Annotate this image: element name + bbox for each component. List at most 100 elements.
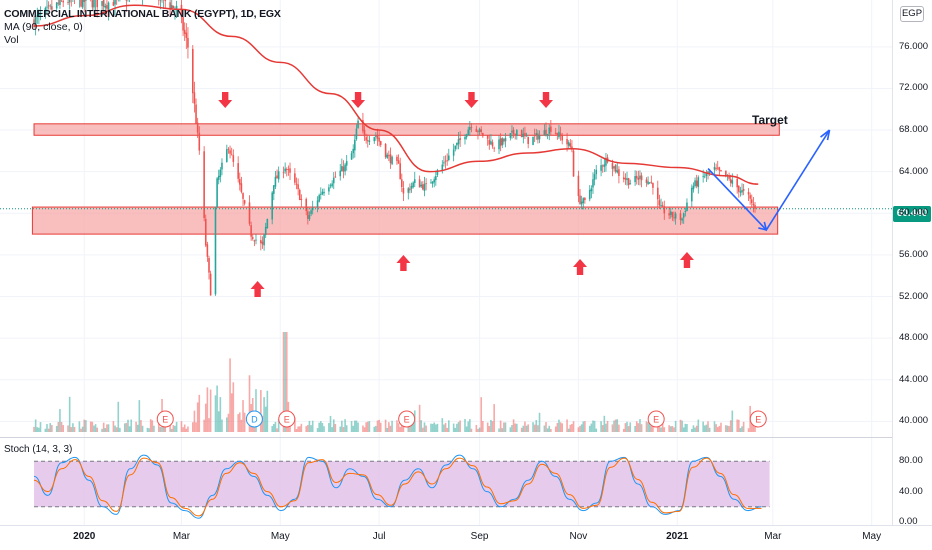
candle-body [229,150,231,154]
candle-body [114,0,116,5]
candle-body [749,195,751,199]
volume-bar [577,427,580,432]
volume-bar [295,428,298,432]
candle-body [601,165,604,167]
candle-body [208,257,210,273]
candle-body [331,183,333,187]
candle-body [663,206,666,214]
candle-body [107,2,110,11]
volume-bar [350,421,353,432]
event-marker-label: E [162,415,168,425]
candle-body [243,200,246,204]
volume-bar [196,402,199,432]
resistance-zone [33,123,780,136]
volume-bar [742,421,745,432]
candle-body [447,155,450,161]
candle-body [571,146,573,150]
candle-body [297,184,299,190]
candle-body [436,170,439,175]
candle-body [36,15,39,17]
candle-body [694,180,696,187]
volume-bar [68,396,71,432]
volume-bar [738,419,740,432]
candle-body [470,127,473,129]
earnings-marker [156,410,174,428]
volume-bar [153,425,155,432]
candle-body [310,210,312,215]
candle-body [444,160,447,162]
volume-bar [671,426,674,432]
candle-body [498,139,500,150]
candle-body [59,0,61,6]
candle-body [230,154,233,156]
volume-bar [119,427,121,432]
event-marker-label: E [653,415,659,425]
time-tick-label: Mar [172,531,191,542]
volume-bar [452,423,455,432]
candle-body [227,148,230,150]
volume-bar [584,421,586,432]
symbol-title: COMMERCIAL INTERNATIONAL BANK (EGYPT), 1… [4,8,281,20]
candle-body [412,182,414,188]
candle-body [366,140,369,142]
candle-body [305,199,308,211]
candle-body [459,138,461,141]
candle-body [209,273,212,296]
volume-bar [198,394,201,432]
volume-bar [447,420,450,432]
volume-bar [684,423,687,432]
candle-body [580,201,583,205]
candle-body [579,195,581,204]
volume-bar [363,427,366,432]
candle-body [543,130,546,136]
volume-bar [114,425,116,432]
candle-body [668,213,670,216]
candle-body [613,166,615,169]
candle-body [475,128,478,132]
volume-bar [83,419,86,432]
price-tick-label: 76.000 [899,40,929,52]
candle-body [490,141,492,145]
volume-bar [240,419,243,432]
price-tick-label: 56.000 [899,248,929,260]
candle-body [198,132,201,151]
candle-body [352,148,354,154]
candle-body [624,177,627,180]
candle-body [742,189,745,191]
volume-bar [477,428,479,432]
candle-body [718,167,721,171]
volume-bar [151,420,154,432]
volume-bar [569,424,572,432]
volume-bar [579,425,581,432]
candle-body [362,120,364,132]
volume-bar [376,420,379,432]
candle-body [420,184,423,187]
volume-bar [533,424,536,432]
candle-body [125,0,128,1]
volume-bar [81,426,84,432]
volume-bar [180,421,183,432]
candle-body [237,163,239,179]
candle-body [584,197,586,201]
candle-body [407,188,410,193]
candle-body [467,129,470,135]
volume-bar [715,424,717,432]
volume-bar [323,426,325,432]
candle-body [707,171,709,174]
volume-bar [663,427,666,432]
candle-body [524,133,526,137]
candle-body [682,213,685,218]
candle-body [511,130,513,133]
volume-bar [454,427,457,432]
volume-bar [567,428,570,432]
candle-body [422,184,424,190]
currency-badge[interactable]: EGP [900,6,924,22]
candle-body [341,166,343,172]
volume-bar [550,428,552,432]
volume-bar [648,421,651,432]
candle-body [39,13,42,15]
volume-bar [402,423,405,432]
volume-bar [554,426,557,432]
volume-bar [545,422,547,432]
